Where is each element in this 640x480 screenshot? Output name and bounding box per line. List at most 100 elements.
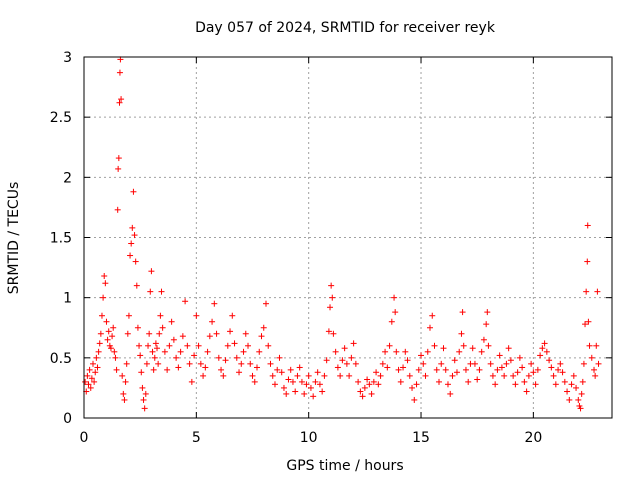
data-point	[487, 360, 494, 367]
data-point	[379, 360, 386, 367]
chart-title: Day 057 of 2024, SRMTID for receiver rey…	[195, 20, 496, 36]
data-point	[87, 384, 94, 391]
data-points	[82, 56, 602, 412]
data-point	[227, 328, 234, 335]
data-point	[561, 378, 568, 385]
data-point	[238, 360, 245, 367]
data-point	[566, 396, 573, 403]
data-point	[229, 312, 236, 319]
data-point	[305, 372, 312, 379]
data-point	[361, 384, 368, 391]
data-point	[202, 364, 209, 371]
data-point	[128, 240, 135, 247]
data-point	[269, 372, 276, 379]
data-point	[413, 381, 420, 388]
data-point	[121, 396, 128, 403]
axes: 0 0.5 1 1.5 2 2.5 3 0 5 10 15 20	[50, 50, 612, 446]
data-point	[483, 321, 490, 328]
data-point	[157, 312, 164, 319]
data-point	[278, 369, 285, 376]
data-point	[249, 372, 256, 379]
data-point	[510, 372, 517, 379]
data-point	[140, 396, 147, 403]
data-point	[316, 381, 323, 388]
data-point	[146, 330, 153, 337]
data-point	[85, 381, 92, 388]
data-point	[156, 330, 163, 337]
data-point	[206, 333, 213, 340]
data-point	[120, 390, 127, 397]
data-point	[392, 309, 399, 316]
data-point	[548, 364, 555, 371]
data-point	[580, 360, 587, 367]
data-point	[110, 324, 117, 331]
data-point	[453, 369, 460, 376]
data-point	[343, 360, 350, 367]
data-point	[593, 342, 600, 349]
data-point	[348, 354, 355, 361]
data-point	[218, 366, 225, 373]
data-point	[514, 369, 521, 376]
data-point	[327, 304, 334, 311]
data-point	[131, 232, 138, 239]
data-point	[112, 354, 119, 361]
data-point	[427, 324, 434, 331]
data-point	[519, 364, 526, 371]
data-point	[585, 318, 592, 325]
data-point	[582, 321, 589, 328]
data-point	[579, 378, 586, 385]
data-point	[469, 345, 476, 352]
data-point	[409, 384, 416, 391]
data-point	[330, 330, 337, 337]
data-point	[411, 396, 418, 403]
data-point	[82, 378, 89, 385]
data-point	[375, 381, 382, 388]
data-point	[115, 155, 122, 162]
data-point	[339, 357, 346, 364]
data-point	[575, 396, 582, 403]
data-point	[141, 405, 148, 412]
data-point	[478, 348, 485, 355]
x-tick-label: 20	[524, 430, 542, 446]
data-point	[132, 258, 139, 265]
data-point	[254, 364, 261, 371]
data-point	[242, 330, 249, 337]
data-point	[211, 300, 218, 307]
data-point	[103, 318, 110, 325]
data-point	[289, 378, 296, 385]
data-point	[209, 318, 216, 325]
data-point	[584, 222, 591, 229]
data-point	[287, 366, 294, 373]
data-point	[149, 348, 156, 355]
data-point	[559, 369, 566, 376]
data-point	[182, 298, 189, 305]
data-point	[480, 336, 487, 343]
data-point	[584, 258, 591, 265]
data-point	[258, 333, 265, 340]
data-point	[96, 340, 103, 347]
data-point	[173, 354, 180, 361]
data-point	[155, 360, 162, 367]
data-point	[384, 364, 391, 371]
data-point	[440, 345, 447, 352]
data-point	[97, 330, 104, 337]
data-point	[337, 372, 344, 379]
data-point	[161, 348, 168, 355]
data-point	[133, 282, 140, 289]
data-point	[292, 388, 299, 395]
data-point	[301, 390, 308, 397]
data-point	[402, 348, 409, 355]
data-point	[267, 360, 274, 367]
data-point	[397, 378, 404, 385]
data-point	[465, 378, 472, 385]
data-point	[115, 165, 122, 172]
data-point	[314, 369, 321, 376]
data-point	[245, 342, 252, 349]
data-point	[431, 342, 438, 349]
data-point	[555, 366, 562, 373]
data-point	[525, 372, 532, 379]
data-point	[325, 328, 332, 335]
data-point	[129, 224, 136, 231]
data-point	[159, 324, 166, 331]
data-point	[109, 333, 116, 340]
